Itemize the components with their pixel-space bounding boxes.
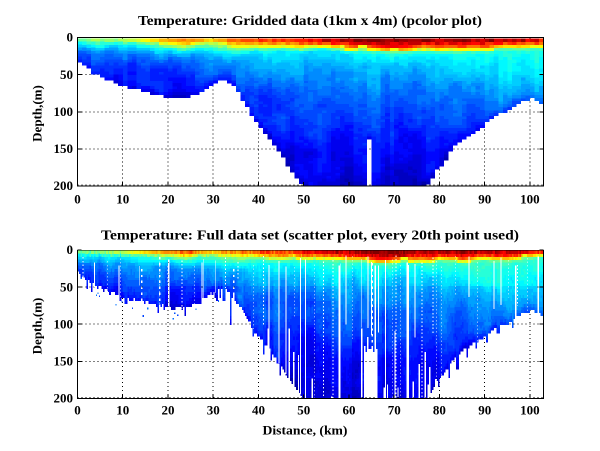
svg-text:Temperature: Full data set (sc: Temperature: Full data set (scatter plot… xyxy=(101,227,519,242)
svg-text:60: 60 xyxy=(343,403,356,418)
svg-text:150: 150 xyxy=(54,354,74,369)
svg-text:70: 70 xyxy=(388,192,401,207)
svg-text:Depth,(m): Depth,(m) xyxy=(30,85,45,142)
svg-text:40: 40 xyxy=(252,192,265,207)
svg-text:90: 90 xyxy=(478,403,491,418)
svg-text:0: 0 xyxy=(74,192,81,207)
svg-text:50: 50 xyxy=(297,192,310,207)
svg-text:50: 50 xyxy=(297,403,310,418)
svg-text:80: 80 xyxy=(433,192,446,207)
svg-text:Temperature: Gridded data (1km: Temperature: Gridded data (1km x 4m) (pc… xyxy=(138,13,482,28)
svg-text:20: 20 xyxy=(162,403,175,418)
svg-text:0: 0 xyxy=(67,30,74,45)
svg-text:80: 80 xyxy=(433,403,446,418)
svg-text:20: 20 xyxy=(162,192,175,207)
svg-text:100: 100 xyxy=(520,403,540,418)
svg-text:10: 10 xyxy=(116,192,129,207)
svg-text:100: 100 xyxy=(54,316,74,331)
svg-text:Distance, (km): Distance, (km) xyxy=(263,423,348,438)
svg-text:50: 50 xyxy=(60,67,73,82)
svg-text:30: 30 xyxy=(207,403,220,418)
svg-text:60: 60 xyxy=(343,192,356,207)
svg-text:0: 0 xyxy=(67,242,74,257)
svg-text:50: 50 xyxy=(60,279,73,294)
svg-text:150: 150 xyxy=(54,141,74,156)
svg-text:200: 200 xyxy=(54,178,74,193)
svg-text:200: 200 xyxy=(54,391,74,406)
svg-text:40: 40 xyxy=(252,403,265,418)
svg-text:100: 100 xyxy=(520,192,540,207)
svg-text:0: 0 xyxy=(74,403,81,418)
svg-text:Depth,(m): Depth,(m) xyxy=(30,298,45,355)
svg-text:100: 100 xyxy=(54,104,74,119)
svg-text:10: 10 xyxy=(116,403,129,418)
svg-text:30: 30 xyxy=(207,192,220,207)
svg-text:70: 70 xyxy=(388,403,401,418)
svg-text:90: 90 xyxy=(478,192,491,207)
